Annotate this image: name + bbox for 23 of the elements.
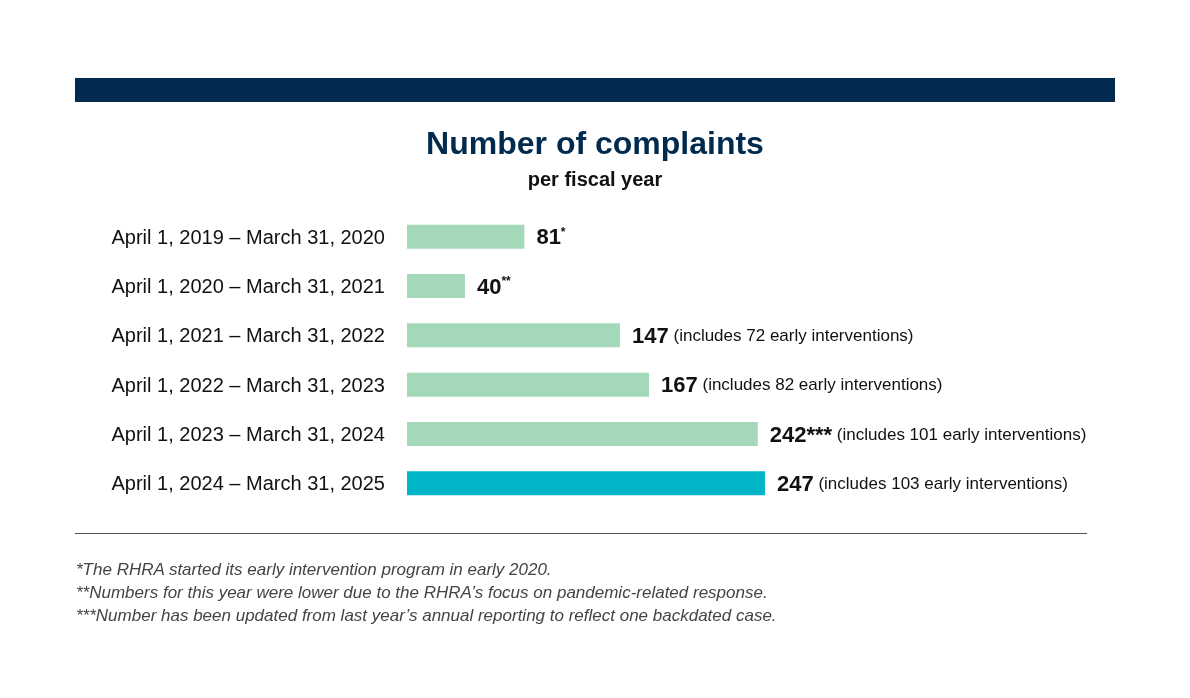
bar — [407, 274, 465, 298]
text: ***Number has been updated from last year’s annual reporting to reflect one backdated case. — [76, 605, 777, 627]
data-label: 81* — [536, 224, 566, 250]
y-tick-label: April 1, 2022 – March 31, 2023 — [111, 373, 385, 396]
y-tick-label: April 1, 2023 – March 31, 2024 — [111, 423, 385, 445]
bar — [407, 471, 765, 496]
text: *The RHRA started its early intervention program in early 2020. — [76, 559, 553, 581]
bar — [407, 323, 621, 348]
data-label: 40** — [476, 273, 512, 299]
bar — [407, 224, 525, 249]
y-tick-label: April 1, 2021 – March 31, 2022 — [111, 324, 385, 347]
y-tick-label: April 1, 2020 – March 31, 2021 — [111, 275, 385, 297]
data-label: 147 (includes 72 early interventions) — [632, 322, 914, 348]
text: **Numbers for this year were lower due to the RHRA’s focus on pandemic-related response. — [76, 582, 769, 604]
chart-title: Number of complaints — [426, 125, 764, 161]
chart-subtitle: per fiscal year — [527, 168, 663, 190]
data-label: 247 (includes 103 early interventions) — [777, 470, 1068, 496]
data-label: 167 (includes 82 early interventions) — [661, 372, 943, 398]
y-tick-label: April 1, 2019 – March 31, 2020 — [111, 225, 385, 248]
data-label: 242*** (includes 101 early interventions) — [769, 421, 1087, 447]
bar — [407, 372, 650, 397]
bar — [407, 422, 758, 446]
y-tick-label: April 1, 2024 – March 31, 2025 — [111, 472, 385, 495]
